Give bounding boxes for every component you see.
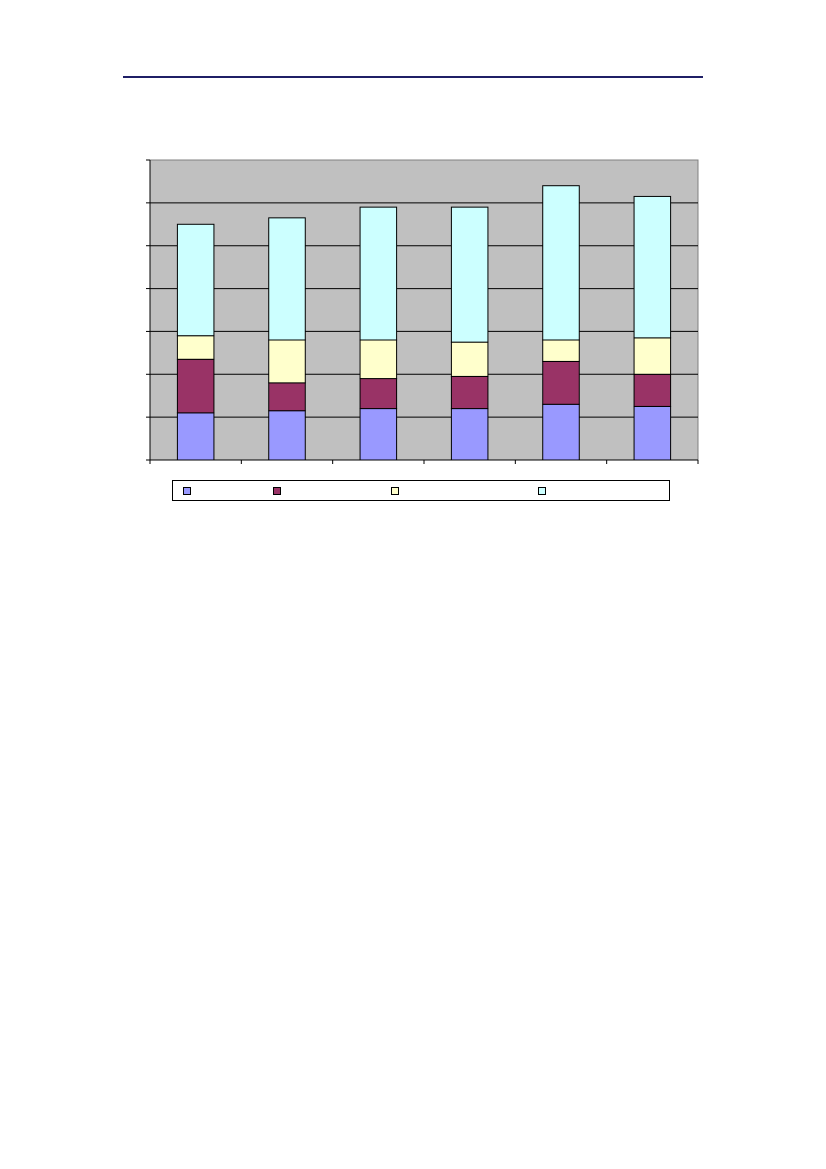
bar-segment-1 [633,405,672,461]
bar-segment-2 [633,373,672,407]
legend-swatch [391,487,399,495]
bar-segment-4 [359,206,398,341]
legend-swatch [538,487,546,495]
legend-swatch [183,487,191,495]
bar-segment-1 [542,403,580,461]
bar-segment-3 [268,339,306,384]
bar-segment-4 [542,185,580,341]
bars [176,185,672,461]
bar-segment-1 [268,410,306,461]
bar-segment-3 [359,339,398,380]
stacked-bar-chart [146,159,699,464]
bar-segment-4 [450,206,489,343]
bar-segment-1 [359,408,398,461]
legend [172,480,670,501]
bar-segment-1 [176,412,215,461]
bar-segment-3 [633,337,672,375]
legend-item [391,487,399,495]
axes [146,159,699,464]
legend-item [273,487,281,495]
bar-segment-2 [268,382,306,412]
bar-segment-2 [176,358,215,414]
bar-segment-3 [450,341,489,377]
header-rule [123,76,703,78]
bar-segment-3 [176,335,215,360]
bar-segment-3 [542,339,580,362]
bar-segment-4 [268,217,306,341]
bar-segment-2 [542,360,580,405]
legend-item [183,487,191,495]
bar-segment-4 [176,223,215,337]
bar-segment-1 [450,408,489,461]
legend-swatch [273,487,281,495]
bar-segment-2 [359,378,398,410]
legend-item [538,487,546,495]
plot-area [149,159,699,461]
gridlines [150,202,698,418]
bar-segment-4 [633,195,672,339]
bar-segment-2 [450,375,489,410]
